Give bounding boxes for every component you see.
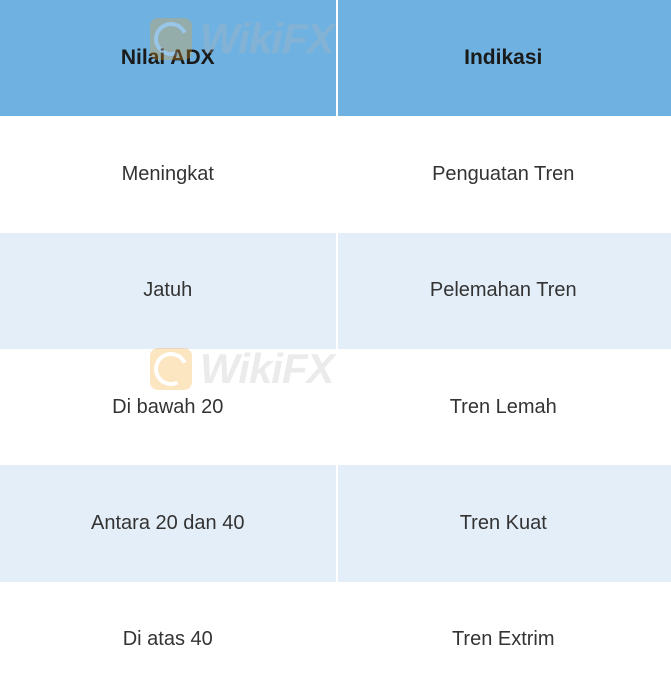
table-cell: Penguatan Tren [336,116,671,232]
table-cell: Jatuh [0,233,336,349]
table-cell: Tren Kuat [336,465,671,581]
column-header: Nilai ADX [0,0,336,116]
table-cell: Antara 20 dan 40 [0,465,336,581]
table-cell: Di atas 40 [0,582,336,698]
table-cell: Tren Lemah [336,349,671,465]
table-container: WikiFX WikiFX Nilai ADX Indikasi Meningk… [0,0,671,698]
column-divider [336,0,338,698]
table-cell: Pelemahan Tren [336,233,671,349]
column-header: Indikasi [336,0,671,116]
table-cell: Meningkat [0,116,336,232]
table-cell: Tren Extrim [336,582,671,698]
table-cell: Di bawah 20 [0,349,336,465]
